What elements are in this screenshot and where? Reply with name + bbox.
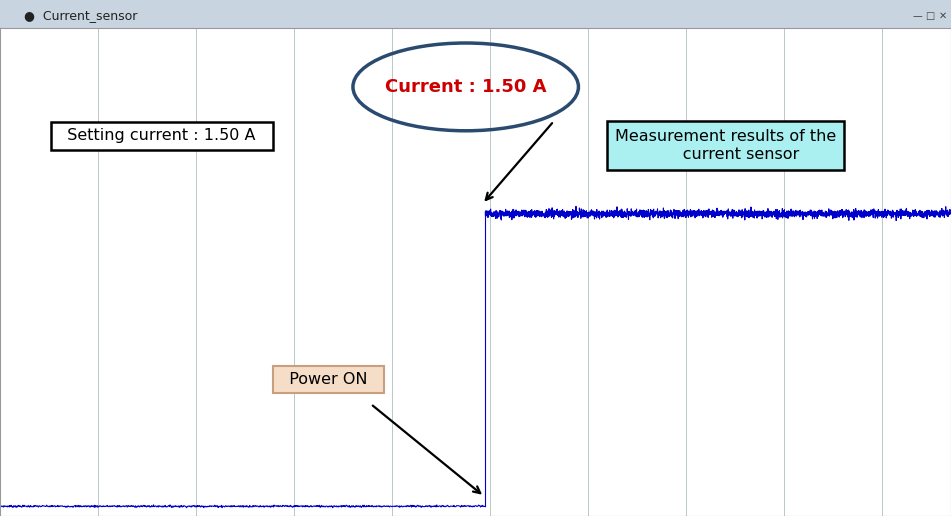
- Text: □: □: [925, 11, 935, 21]
- Text: Measurement results of the
      current sensor: Measurement results of the current senso…: [615, 129, 836, 162]
- Text: Current : 1.50 A: Current : 1.50 A: [385, 78, 547, 96]
- Text: Power ON: Power ON: [279, 372, 378, 387]
- Text: ✕: ✕: [939, 11, 946, 21]
- Text: ●  Current_sensor: ● Current_sensor: [24, 9, 137, 22]
- Text: —: —: [913, 11, 922, 21]
- Text: Setting current : 1.50 A: Setting current : 1.50 A: [57, 128, 266, 143]
